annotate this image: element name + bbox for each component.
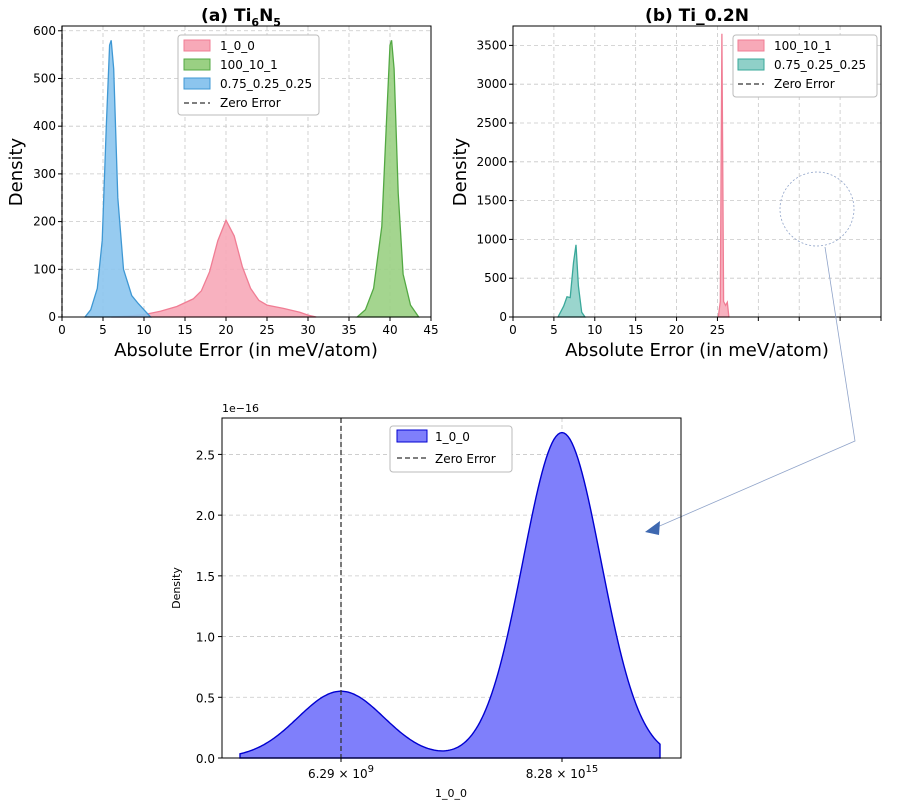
legend-label: 100_10_1 <box>774 39 832 53</box>
y-tick-label: 0.0 <box>196 752 215 766</box>
inset-ylabel: Density <box>170 567 183 609</box>
y-tick-label: 2500 <box>476 116 507 130</box>
x-tick-label: 10 <box>587 323 602 337</box>
x-tick-label: 25 <box>259 323 274 337</box>
inset-frame <box>221 417 682 759</box>
legend-swatch <box>737 39 765 52</box>
y-tick-label: 1.0 <box>196 631 215 645</box>
legend-swatch <box>183 58 211 71</box>
x-tick-label: 45 <box>423 323 438 337</box>
y-tick-label: 100 <box>33 262 56 276</box>
svg-text:6.29 × 109: 6.29 × 109 <box>308 764 374 781</box>
legend-swatch <box>183 39 211 52</box>
panel-b-title: (b) Ti_0.2N <box>645 6 749 26</box>
legend-label: 0.75_0.25_0.25 <box>220 77 312 91</box>
density-area-1_0_0 <box>111 218 317 318</box>
x-tick-label: 25 <box>710 323 725 337</box>
density-area-100_10_1 <box>355 40 420 318</box>
y-tick-label: 3000 <box>476 77 507 91</box>
panel-b-legend: 100_10_1 0.75_0.25_0.25 Zero Error <box>732 34 878 98</box>
x-tick-label: 10 <box>136 323 151 337</box>
y-tick-label: 3500 <box>476 38 507 52</box>
inset-xlabel: 1_0_0 <box>435 787 467 800</box>
legend-swatch <box>737 58 765 71</box>
y-tick-label: 2.0 <box>196 509 215 523</box>
panel-b-ticks: 0 5 10 15 20 25 0 500 1000 1500 2000 2500 3000 3500 <box>476 38 882 337</box>
x-tick-label: 15 <box>628 323 643 337</box>
panel-a-frame <box>61 25 432 318</box>
density-area-0.75_0.25_0.25 <box>556 244 587 318</box>
legend-label: Zero Error <box>435 452 496 466</box>
panel-a-legend-box <box>177 34 320 116</box>
x-tick-label: 5 <box>550 323 558 337</box>
panel-a: (a) Ti6N5 0 5 10 15 20 25 30 35 40 45 0 100 200 300 40… <box>6 6 439 361</box>
panel-a-legend: 1_0_0 100_10_1 0.75_0.25_0.25 Zero Error <box>177 34 320 116</box>
x-tick-label: 0 <box>509 323 517 337</box>
x-tick-label: 20 <box>218 323 233 337</box>
zoom-connector-line <box>654 246 856 529</box>
legend-swatch <box>183 77 211 90</box>
y-tick-label: 1.5 <box>196 570 215 584</box>
legend-label: Zero Error <box>220 96 281 110</box>
inset-xtick-label-1: 6.29 × 109 <box>308 764 374 781</box>
panel-b-legend-box <box>732 34 878 98</box>
panel-a-areas <box>83 40 420 318</box>
panel-b-areas <box>556 33 730 318</box>
panel-a-title: (a) Ti6N5 <box>201 6 281 29</box>
inset-offset-label: 1e−16 <box>222 402 259 415</box>
y-tick-label: 0 <box>499 310 507 324</box>
x-tick-label: 30 <box>300 323 315 337</box>
legend-label: 1_0_0 <box>435 430 470 444</box>
x-tick-label: 35 <box>341 323 356 337</box>
y-tick-label: 1000 <box>476 232 507 246</box>
y-tick-label: 300 <box>33 167 56 181</box>
inset-xtick-label-2: 8.28 × 1015 <box>526 764 598 781</box>
panel-b-ylabel: Density <box>450 137 471 206</box>
panel-b: (b) Ti_0.2N 0 5 10 15 20 25 0 500 1000 1500 2000 25… <box>450 6 882 361</box>
x-tick-label: 20 <box>669 323 684 337</box>
panel-a-xlabel: Absolute Error (in meV/atom) <box>114 340 378 361</box>
zoom-arrow-head <box>645 521 660 535</box>
y-tick-label: 500 <box>33 71 56 85</box>
panel-inset: 1e−16 0.0 0.5 1.0 1.5 2.0 2.5 6.29 × 109 8.28… <box>170 402 682 800</box>
y-tick-label: 0 <box>48 310 56 324</box>
inset-density-area <box>239 431 661 759</box>
y-tick-label: 2000 <box>476 155 507 169</box>
density-area-100_10_1 <box>717 33 730 318</box>
panel-b-frame <box>512 25 882 318</box>
x-tick-label: 40 <box>382 323 397 337</box>
inset-ticks: 0.0 0.5 1.0 1.5 2.0 2.5 <box>196 448 563 766</box>
x-tick-label: 5 <box>99 323 107 337</box>
x-tick-label: 15 <box>177 323 192 337</box>
legend-label: 100_10_1 <box>220 58 278 72</box>
legend-label: 1_0_0 <box>220 39 255 53</box>
zoom-circle <box>779 171 855 247</box>
y-tick-label: 1500 <box>476 194 507 208</box>
y-tick-label: 500 <box>484 271 507 285</box>
panel-b-xlabel: Absolute Error (in meV/atom) <box>565 340 829 361</box>
density-area-0.75_0.25_0.25 <box>83 40 153 318</box>
legend-swatch <box>396 429 428 443</box>
y-tick-label: 400 <box>33 119 56 133</box>
y-tick-label: 200 <box>33 215 56 229</box>
legend-label: 0.75_0.25_0.25 <box>774 58 866 72</box>
panel-a-ticks: 0 5 10 15 20 25 30 35 40 45 0 100 200 300 400 500 600 <box>33 24 439 337</box>
svg-text:8.28 × 1015: 8.28 × 1015 <box>526 764 598 781</box>
legend-label: Zero Error <box>774 77 835 91</box>
inset-legend: 1_0_0 Zero Error <box>389 425 513 473</box>
x-tick-label: 0 <box>58 323 66 337</box>
panel-a-ylabel: Density <box>6 137 27 206</box>
y-tick-label: 2.5 <box>196 448 215 462</box>
y-tick-label: 600 <box>33 24 56 38</box>
y-tick-label: 0.5 <box>196 691 215 705</box>
